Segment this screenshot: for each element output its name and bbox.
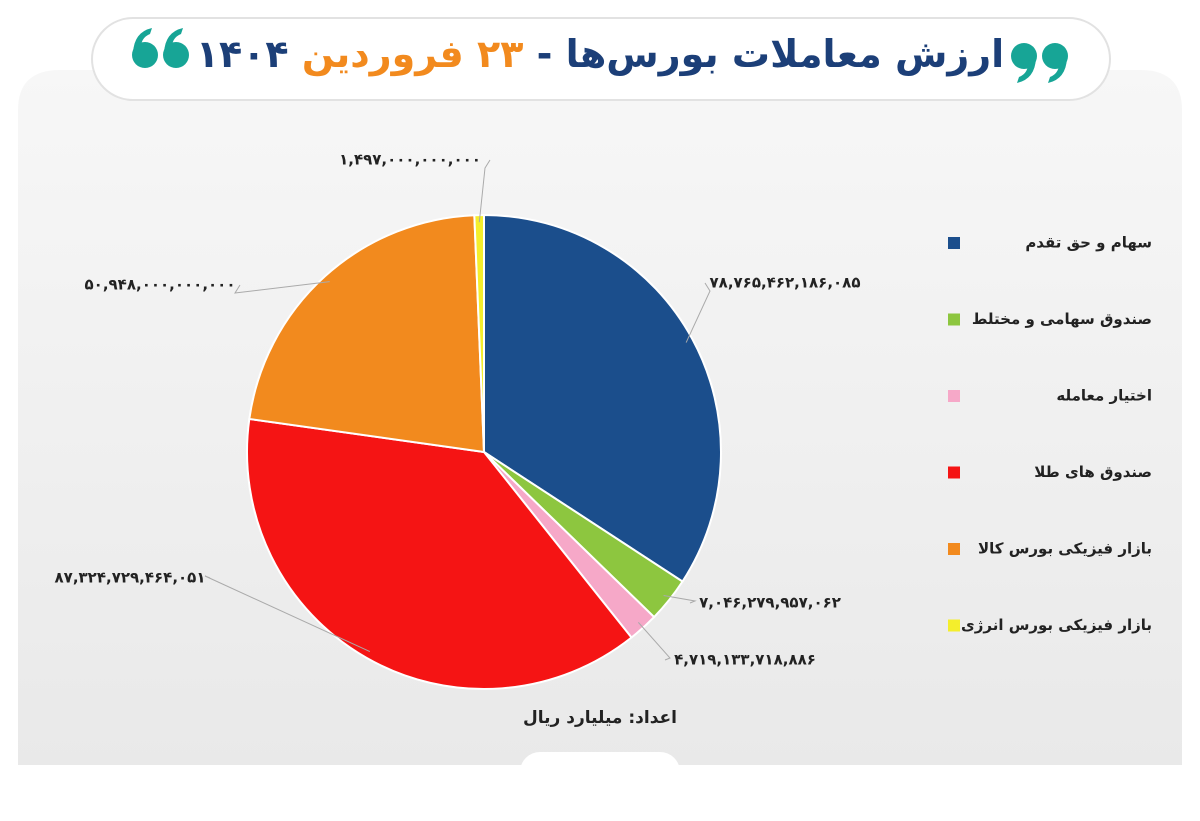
leader-line xyxy=(685,282,711,343)
pie-slice xyxy=(248,214,486,454)
legend-label: بازار فیزیکی بورس کالا xyxy=(978,540,1152,558)
leader-line xyxy=(204,575,371,653)
title-date: ۲۳ فروردین xyxy=(302,32,524,77)
legend-swatch xyxy=(948,619,960,632)
legend-swatch xyxy=(948,466,960,479)
legend-swatch xyxy=(948,543,960,555)
data-label: ۴,۷۱۹,۱۳۳,۷۱۸,۸۸۶ xyxy=(674,651,816,669)
quote-right xyxy=(1011,43,1068,83)
unit-note: اعداد: میلیارد ریال xyxy=(523,708,677,728)
legend-label: صندوق های طلا xyxy=(1034,463,1152,481)
data-label: ۱,۴۹۷,۰۰۰,۰۰۰,۰۰۰ xyxy=(339,151,481,169)
pie-slice xyxy=(246,417,633,690)
pie-slice xyxy=(473,213,485,453)
quote-left xyxy=(132,28,189,68)
legend-swatch xyxy=(948,313,960,326)
legend-swatch xyxy=(948,237,960,249)
chart-title: ارزش معاملات بورس‌ها - ۲۳ فروردین ۱۴۰۴ xyxy=(196,32,1004,77)
data-label: ۵۰,۹۴۸,۰۰۰,۰۰۰,۰۰۰ xyxy=(85,276,236,294)
leader-line xyxy=(663,595,697,604)
legend-label: اختیار معامله xyxy=(1056,387,1152,405)
legend-label: بازار فیزیکی بورس انرژی xyxy=(961,616,1152,634)
bottom-tab xyxy=(520,752,680,792)
legend-label: سهام و حق تقدم xyxy=(1025,234,1152,252)
leader-line xyxy=(478,159,491,223)
data-label: ۷,۰۴۶,۲۷۹,۹۵۷,۰۶۲ xyxy=(699,594,841,612)
leader-line xyxy=(234,281,330,294)
title-text: ارزش معاملات بورس‌ها - xyxy=(537,32,1005,76)
data-label: ۷۸,۷۶۵,۴۶۲,۱۸۶,۰۸۵ xyxy=(710,274,861,292)
leader-line xyxy=(637,622,671,661)
data-label: ۸۷,۳۲۴,۷۲۹,۴۶۴,۰۵۱ xyxy=(55,569,206,587)
title-year: ۱۴۰۴ xyxy=(196,32,289,76)
title-pill xyxy=(91,17,1111,101)
legend-label: صندوق سهامی و مختلط xyxy=(972,310,1152,328)
legend-swatch xyxy=(948,390,960,402)
